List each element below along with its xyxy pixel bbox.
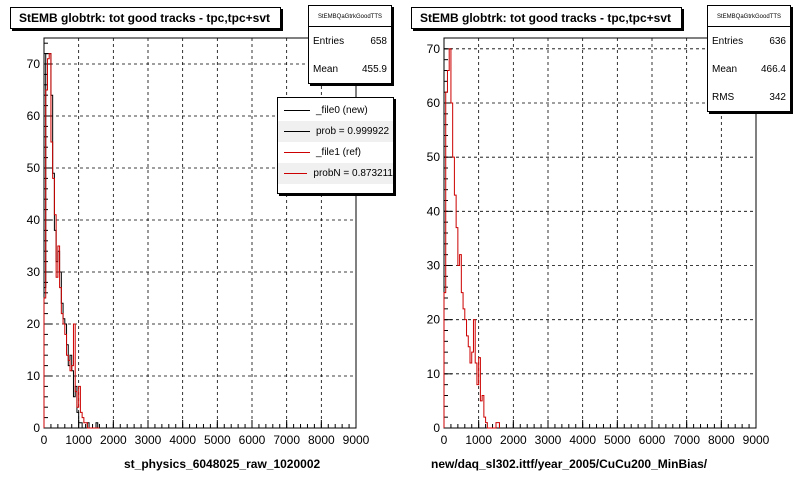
chart2-stats-name: StEMBQaGtrkGoodTTS xyxy=(708,6,790,27)
chart1-stats-mean: Mean 455.9 xyxy=(313,63,387,75)
y-tick-label: 20 xyxy=(427,313,441,327)
y-tick-label: 30 xyxy=(427,259,441,273)
x-tick-label: 9000 xyxy=(743,433,770,447)
y-tick-label: 0 xyxy=(433,421,440,435)
legend-swatch xyxy=(284,173,308,174)
chart1-stats-box: StEMBQaGtrkGoodTTS Entries 658 Mean 455.… xyxy=(308,5,392,84)
chart1-stats-entries: Entries 658 xyxy=(313,35,387,47)
chart2-stats-box: StEMBQaGtrkGoodTTS Entries 636 Mean 466.… xyxy=(707,5,791,112)
x-tick-label: 6000 xyxy=(639,433,666,447)
chart2-xlabel: new/daq_sl302.ittf/year_2005/CuCu200_Min… xyxy=(431,457,708,471)
y-tick-label: 10 xyxy=(27,369,41,383)
y-tick-label: 40 xyxy=(427,204,441,218)
chart2-title: StEMB globtrk: tot good tracks - tpc,tpc… xyxy=(411,7,682,29)
y-tick-label: 40 xyxy=(27,213,41,227)
x-tick-label: 5000 xyxy=(204,433,231,447)
y-tick-label: 10 xyxy=(427,367,441,381)
x-tick-label: 0 xyxy=(441,433,448,447)
x-tick-label: 3000 xyxy=(135,433,162,447)
x-tick-label: 1000 xyxy=(65,433,92,447)
x-tick-label: 8000 xyxy=(708,433,735,447)
y-tick-label: 30 xyxy=(27,265,41,279)
y-tick-label: 70 xyxy=(427,42,441,56)
histogram-series-1 xyxy=(443,48,500,429)
chart2-stats-mean: Mean 466.4 xyxy=(712,63,786,75)
chart1-group: 0 1000 2000 3000 4000 5000 6000 7000 8000 9000 0 10… xyxy=(27,37,370,447)
chart1-stats-name: StEMBQaGtrkGoodTTS xyxy=(309,6,391,27)
chart1-xlabel: st_physics_6048025_raw_1020002 xyxy=(124,457,321,471)
legend-label: probN = 0.873211 xyxy=(313,168,393,179)
histogram-series-1 xyxy=(43,53,100,429)
x-tick-label: 4000 xyxy=(169,433,196,447)
y-tick-label: 60 xyxy=(27,109,41,123)
chart2-group: 0 1000 2000 3000 4000 5000 6000 7000 8000 9000 0 10… xyxy=(427,37,770,447)
y-tick-label: 50 xyxy=(427,150,441,164)
y-tick-label: 20 xyxy=(27,317,41,331)
legend-entry-prob: prob = 0.999922 xyxy=(278,121,393,142)
y-tick-label: 60 xyxy=(427,96,441,110)
chart2-stats-rms: RMS 342 xyxy=(712,91,786,103)
chart1-legend: _file0 (new) prob = 0.999922 _file1 (ref… xyxy=(277,97,394,194)
x-tick-label: 3000 xyxy=(535,433,562,447)
x-tick-label: 2000 xyxy=(500,433,527,447)
legend-label: _file1 (ref) xyxy=(316,147,362,158)
legend-entry-file0: _file0 (new) xyxy=(278,100,393,121)
legend-swatch xyxy=(284,110,310,111)
x-tick-label: 9000 xyxy=(343,433,370,447)
legend-entry-probN: probN = 0.873211 xyxy=(278,163,393,184)
legend-swatch xyxy=(284,152,310,153)
x-tick-label: 6000 xyxy=(239,433,266,447)
plot-frame xyxy=(43,37,357,429)
y-tick-label: 70 xyxy=(27,57,41,71)
chart2-stats-entries: Entries 636 xyxy=(712,35,786,47)
x-tick-label: 2000 xyxy=(100,433,127,447)
x-tick-label: 1000 xyxy=(465,433,492,447)
x-tick-label: 8000 xyxy=(308,433,335,447)
legend-entry-file1: _file1 (ref) xyxy=(278,142,393,163)
legend-label: _file0 (new) xyxy=(316,105,368,116)
x-tick-label: 4000 xyxy=(569,433,596,447)
legend-swatch xyxy=(284,131,310,132)
x-tick-label: 5000 xyxy=(604,433,631,447)
histogram-series-2 xyxy=(43,53,100,429)
y-tick-label: 0 xyxy=(33,421,40,435)
x-tick-label: 0 xyxy=(41,433,48,447)
x-tick-label: 7000 xyxy=(273,433,300,447)
chart1-title: StEMB globtrk: tot good tracks - tpc,tpc… xyxy=(10,7,281,29)
x-tick-label: 7000 xyxy=(673,433,700,447)
legend-label: prob = 0.999922 xyxy=(316,126,390,137)
y-tick-label: 50 xyxy=(27,161,41,175)
